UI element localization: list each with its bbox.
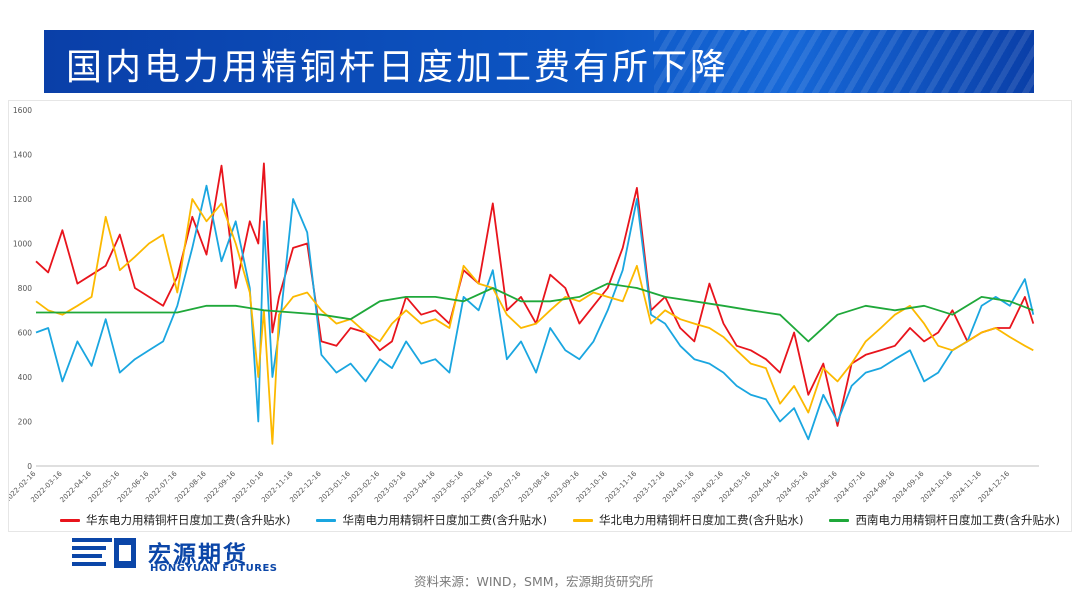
y-tick-label-4: 800 — [18, 284, 33, 293]
legend-swatch-2 — [572, 518, 593, 522]
logo-mark-icon — [72, 538, 136, 568]
y-tick-label-7: 1400 — [13, 151, 32, 160]
legend-label-1: 华南电力用精铜杆日度加工费(含升贴水) — [342, 513, 547, 527]
y-tick-label-5: 1000 — [13, 240, 32, 249]
y-tick-label-6: 1200 — [13, 195, 32, 204]
legend-item-0: 华东电力用精铜杆日度加工费(含升贴水) — [60, 511, 290, 529]
logo-english-text: HONGYUAN FUTURES — [150, 563, 278, 574]
legend-label-0: 华东电力用精铜杆日度加工费(含升贴水) — [86, 513, 291, 527]
legend-swatch-0 — [60, 518, 80, 522]
chart-container: 0 200 400 600 800 1000 1200 1400 1600 2022-02-16 2… — [3, 100, 1072, 532]
company-logo: 宏源期货 HONGYUAN FUTURES — [72, 533, 312, 577]
series-line-1 — [35, 184, 1035, 441]
banner-wave-decoration — [714, 30, 1034, 93]
logo-chinese-text: 宏源期货 — [148, 542, 248, 568]
legend-swatch-3 — [829, 518, 850, 522]
chart-legend: 华东电力用精铜杆日度加工费(含升贴水) 华南电力用精铜杆日度加工费(含升贴水) 华北… — [60, 511, 1060, 529]
y-tick-label-3: 600 — [18, 329, 33, 338]
legend-item-1: 华南电力用精铜杆日度加工费(含升贴水) — [316, 511, 547, 529]
y-tick-label-8: 1600 — [13, 106, 32, 115]
line-chart: 020040060080010001200140016002022-02-162… — [3, 106, 1039, 504]
series-line-2 — [35, 198, 1034, 445]
page-title: 国内电力用精铜杆日度加工费有所下降 — [66, 47, 730, 88]
legend-item-2: 华北电力用精铜杆日度加工费(含升贴水) — [572, 511, 804, 529]
y-tick-label-0: 0 — [27, 462, 32, 471]
legend-label-2: 华北电力用精铜杆日度加工费(含升贴水) — [598, 513, 804, 527]
y-tick-label-2: 400 — [18, 373, 33, 382]
source-note: 资料来源：WIND，SMM，宏源期货研究所 — [414, 574, 654, 589]
legend-swatch-1 — [316, 518, 337, 522]
y-tick-label-1: 200 — [18, 418, 33, 427]
legend-item-3: 西南电力用精铜杆日度加工费(含升贴水) — [829, 511, 1060, 529]
title-banner: 国内电力用精铜杆日度加工费有所下降 — [44, 30, 1034, 93]
series-line-0 — [35, 162, 1035, 427]
legend-label-3: 西南电力用精铜杆日度加工费(含升贴水) — [855, 513, 1060, 527]
series-line-3 — [36, 282, 1034, 343]
